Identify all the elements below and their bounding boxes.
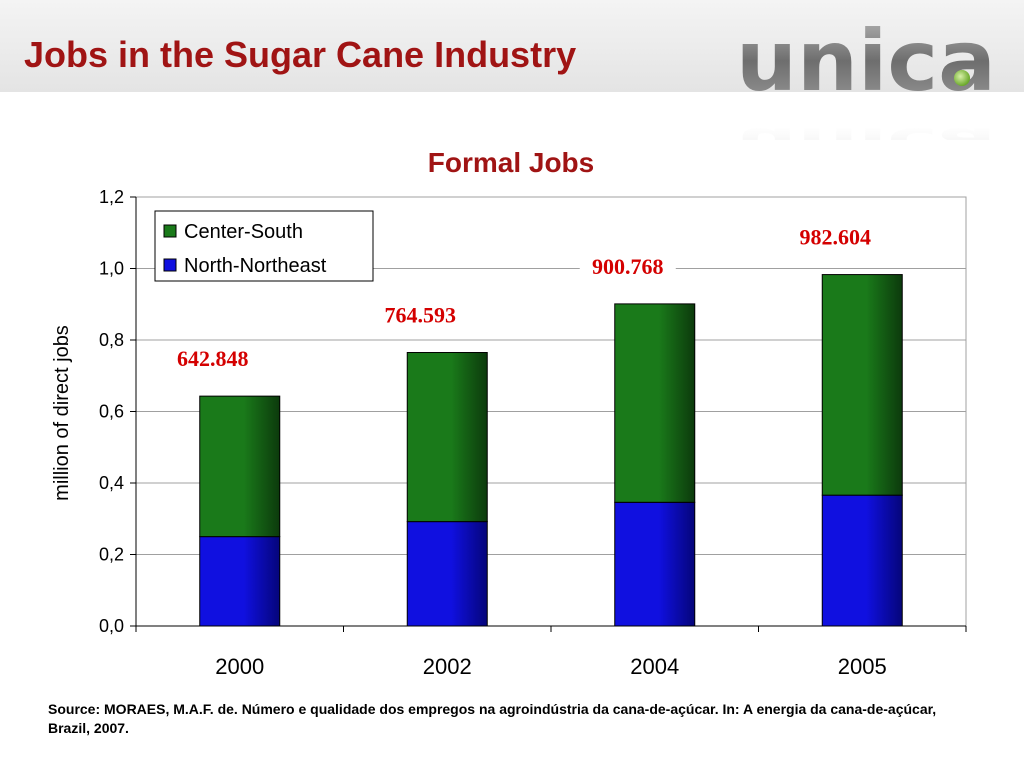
data-label-bg (164, 344, 261, 375)
y-tick-label: 1,0 (99, 259, 124, 279)
legend-swatch-center-south (163, 224, 177, 238)
axes (130, 196, 967, 632)
y-tick-label: 0,4 (99, 473, 124, 493)
data-label-bg (372, 300, 469, 331)
logo-text: unica (736, 20, 996, 110)
x-tick-label: 2005 (838, 654, 887, 679)
x-tick-label: 2000 (215, 654, 264, 679)
x-tick-label: 2002 (423, 654, 472, 679)
bar-north-northeast-2005 (821, 494, 903, 627)
labels: 0,0 0,2 0,4 0,6 0,8 1,0 1,2 2000 642.848 2002 764.… (99, 187, 887, 679)
legend: Center-South North-Northeast (154, 210, 374, 282)
bar-center-south-2000 (199, 395, 281, 538)
data-label-total: 900.768 (592, 254, 664, 279)
bar-north-northeast-2000 (199, 536, 281, 627)
header-band (0, 0, 1024, 92)
data-label-bg (579, 251, 676, 282)
chart-title: Formal Jobs (428, 147, 594, 178)
bar-chart: Formal Jobs 0,0 0,2 0,4 0,6 0,8 1,0 1,2 2000 642… (51, 147, 967, 679)
data-label-total: 642.848 (177, 346, 249, 371)
x-tick-label: 2004 (630, 654, 679, 679)
legend-swatch-north-northeast (163, 258, 177, 272)
y-axis-label: million of direct jobs (51, 325, 73, 501)
source-note: Source: MORAES, M.A.F. de. Número e qual… (48, 701, 937, 736)
data-label-total: 764.593 (385, 303, 457, 328)
bar-center-south-2005 (821, 274, 903, 496)
bar-north-northeast-2002 (406, 521, 488, 627)
data-label-bg (787, 222, 884, 253)
bar-center-south-2004 (614, 303, 696, 503)
logo-reflection: unica (736, 119, 996, 140)
y-tick-label: 0,0 (99, 616, 124, 636)
y-tick-label: 0,8 (99, 330, 124, 350)
bar-north-northeast-2004 (614, 501, 696, 627)
y-tick-label: 0,2 (99, 545, 124, 565)
data-label-total: 982.604 (800, 225, 872, 250)
bar-center-south-2002 (406, 352, 488, 523)
legend-label-north-northeast: North-Northeast (184, 255, 327, 277)
y-tick-label: 0,6 (99, 402, 124, 422)
y-tick-label: 1,2 (99, 187, 124, 207)
page-title: Jobs in the Sugar Cane Industry (24, 34, 577, 75)
bars (199, 274, 903, 627)
unica-logo: unica unica (736, 20, 996, 140)
logo-dot-icon (954, 70, 970, 86)
legend-label-center-south: Center-South (184, 221, 303, 243)
